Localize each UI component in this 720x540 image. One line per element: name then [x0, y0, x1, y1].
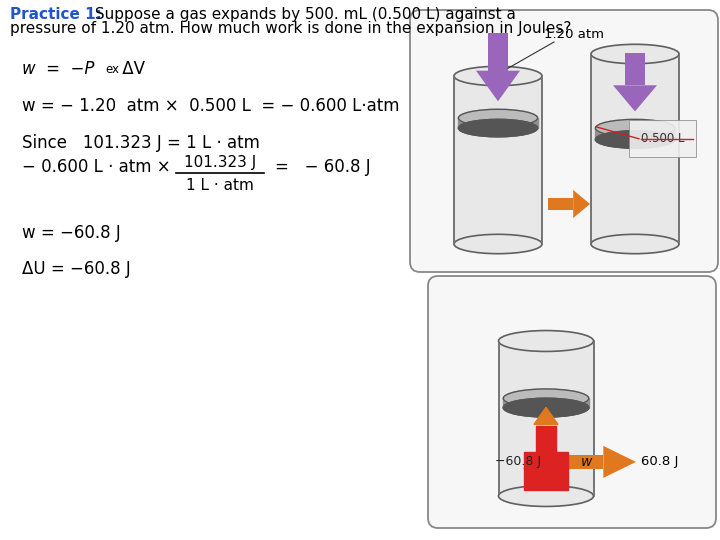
Polygon shape: [573, 190, 590, 218]
Bar: [454, 76, 542, 244]
Text: 1 L · atm: 1 L · atm: [186, 178, 254, 192]
Text: 101.323 J: 101.323 J: [184, 154, 256, 170]
Text: Practice 1:: Practice 1:: [10, 7, 102, 22]
Text: − 0.600 L · atm ×: − 0.600 L · atm ×: [22, 158, 171, 176]
Text: −60.8 J: −60.8 J: [495, 455, 541, 468]
Ellipse shape: [454, 234, 542, 254]
Polygon shape: [534, 407, 558, 424]
Text: ΔU = −60.8 J: ΔU = −60.8 J: [22, 260, 131, 278]
FancyBboxPatch shape: [410, 10, 718, 272]
Polygon shape: [524, 426, 568, 490]
Bar: [550, 455, 603, 469]
Polygon shape: [603, 446, 636, 478]
Ellipse shape: [454, 66, 542, 86]
Text: 0.500 L: 0.500 L: [641, 132, 685, 145]
Ellipse shape: [591, 234, 679, 254]
Bar: [488, 33, 508, 71]
Text: ΔV: ΔV: [117, 60, 145, 78]
Bar: [625, 53, 645, 85]
Text: Since   101.323 J = 1 L · atm: Since 101.323 J = 1 L · atm: [22, 134, 260, 152]
Polygon shape: [524, 468, 568, 490]
Ellipse shape: [503, 398, 589, 417]
Bar: [595, 128, 675, 139]
Bar: [503, 399, 589, 408]
Text: Suppose a gas expands by 500. mL (0.500 L) against a: Suppose a gas expands by 500. mL (0.500 …: [90, 7, 516, 22]
Bar: [498, 341, 593, 496]
Text: ex: ex: [105, 63, 119, 76]
Text: w  =  −P: w = −P: [22, 60, 94, 78]
Ellipse shape: [459, 109, 538, 127]
Text: 60.8 J: 60.8 J: [641, 455, 678, 468]
Polygon shape: [613, 85, 657, 111]
Ellipse shape: [459, 119, 538, 137]
Text: 1.20 atm: 1.20 atm: [544, 28, 604, 41]
FancyBboxPatch shape: [428, 276, 716, 528]
Text: w: w: [580, 455, 592, 469]
Ellipse shape: [498, 330, 593, 352]
Bar: [548, 198, 573, 210]
Ellipse shape: [591, 44, 679, 64]
Text: pressure of 1.20 atm. How much work is done in the expansion in Joules?: pressure of 1.20 atm. How much work is d…: [10, 21, 572, 36]
Ellipse shape: [503, 389, 589, 408]
Text: w = − 1.20  atm ×  0.500 L  = − 0.600 L·atm: w = − 1.20 atm × 0.500 L = − 0.600 L·atm: [22, 97, 400, 115]
Ellipse shape: [595, 119, 675, 137]
Ellipse shape: [498, 485, 593, 507]
Ellipse shape: [595, 131, 675, 148]
Text: w = −60.8 J: w = −60.8 J: [22, 224, 121, 242]
Bar: [591, 54, 679, 244]
Bar: [459, 118, 538, 128]
Text: =   − 60.8 J: = − 60.8 J: [275, 158, 371, 176]
Polygon shape: [476, 71, 520, 102]
